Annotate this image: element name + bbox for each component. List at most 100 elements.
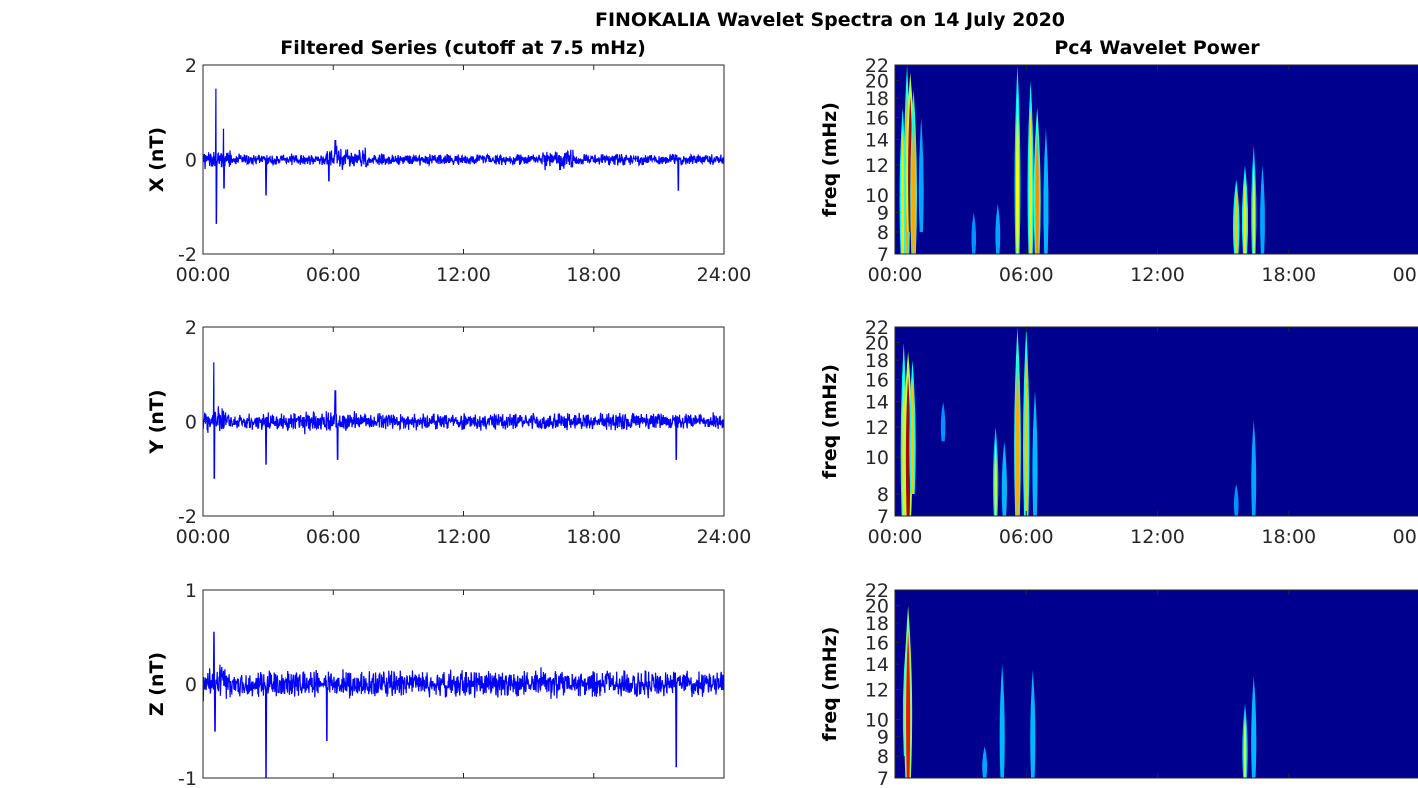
y-tick-label: 10 xyxy=(865,185,889,207)
y-tick-label: 9 xyxy=(877,203,889,225)
x-tick-label: 12:00 xyxy=(436,264,491,286)
y-tick-label: 20 xyxy=(865,71,889,93)
y-tick-label: 20 xyxy=(865,596,889,618)
x-tick-label: 00:00 xyxy=(1393,264,1418,286)
wavelet-burst-core xyxy=(905,375,911,516)
wavelet-burst xyxy=(971,212,977,254)
x-tick-label: 18:00 xyxy=(566,264,621,286)
x-tick-label: 18:00 xyxy=(1261,264,1316,286)
wavelet-burst xyxy=(1233,483,1239,516)
y-tick-label: -2 xyxy=(178,506,197,528)
y-axis-label: X (nT) xyxy=(146,127,168,192)
y-axis-label: freq (mHz) xyxy=(819,364,841,479)
x-tick-label: 00:00 xyxy=(868,264,923,286)
wavelet-burst-core xyxy=(1243,178,1247,254)
wavelet-burst-core xyxy=(1234,190,1238,254)
y-tick-label: 10 xyxy=(865,447,889,469)
y-axis-label: freq (mHz) xyxy=(819,627,841,742)
wavelet-burst xyxy=(918,117,924,232)
y-tick-label: 18 xyxy=(865,350,889,372)
y-tick-label: 8 xyxy=(877,484,889,506)
wavelet-burst-core xyxy=(994,440,997,516)
x-tick-label: 24:00 xyxy=(697,264,752,286)
y-tick-label: 2 xyxy=(185,55,197,77)
x-tick-label: 12:00 xyxy=(436,526,491,548)
y-tick-label: -2 xyxy=(178,244,197,266)
wavelet-burst xyxy=(1251,676,1257,778)
x-tick-label: 12:00 xyxy=(1130,264,1185,286)
y-tick-label: 1 xyxy=(185,580,197,602)
y-tick-label: 7 xyxy=(877,506,889,528)
heatmap-background xyxy=(895,590,1418,778)
wavelet-burst xyxy=(1260,165,1265,254)
y-tick-label: 12 xyxy=(865,680,889,702)
series-panel-2: -2 0 2 00:00 06:00 12:00 18:00 24:00 Y (nT) xyxy=(146,317,751,548)
heatmap-background xyxy=(895,65,1418,254)
wavelet-burst-core xyxy=(1015,355,1020,516)
y-tick-label: 9 xyxy=(877,727,889,749)
series-panel-1: -2 0 2 00:00 06:00 12:00 18:00 24:00 X (nT) xyxy=(146,55,751,286)
series-line xyxy=(203,88,724,224)
x-tick-label: 00:00 xyxy=(1393,526,1418,548)
x-tick-label: 06:00 xyxy=(999,264,1054,286)
y-tick-label: 20 xyxy=(865,333,889,355)
y-tick-label: 0 xyxy=(185,150,197,172)
wavelet-burst xyxy=(1001,441,1007,516)
y-tick-label: 16 xyxy=(865,370,889,392)
x-tick-label: 00:00 xyxy=(868,526,923,548)
x-tick-label: 18:00 xyxy=(566,526,621,548)
wavelet-burst xyxy=(940,401,946,442)
series-line xyxy=(203,631,724,778)
wavelet-burst-core xyxy=(1243,714,1247,778)
wavelet-burst-core xyxy=(906,631,911,778)
x-tick-label: 00:00 xyxy=(176,526,231,548)
y-tick-label: 14 xyxy=(865,654,889,676)
wavelet-burst xyxy=(999,664,1005,778)
wavelet-burst-core xyxy=(901,129,905,254)
y-tick-label: 22 xyxy=(865,317,889,339)
y-tick-label: 22 xyxy=(865,580,889,602)
wavelet-burst-core xyxy=(1029,106,1033,255)
right-column-title: Pc4 Wavelet Power xyxy=(1054,37,1260,59)
wavelet-burst-core xyxy=(1024,355,1028,516)
y-tick-label: 14 xyxy=(865,392,889,414)
y-tick-label: 0 xyxy=(185,674,197,696)
y-tick-label: 8 xyxy=(877,222,889,244)
wavelet-burst-core xyxy=(1016,93,1019,254)
y-tick-label: 22 xyxy=(865,55,889,77)
wavelet-burst-core xyxy=(910,380,915,494)
wavelet-burst xyxy=(1030,670,1036,778)
x-tick-label: 00:00 xyxy=(176,264,231,286)
wavelet-burst xyxy=(1032,390,1038,516)
y-tick-label: 18 xyxy=(865,88,889,110)
y-tick-label: 8 xyxy=(877,746,889,768)
series-line xyxy=(203,362,724,479)
y-axis-label: Z (nT) xyxy=(146,652,168,716)
y-axis-label: freq (mHz) xyxy=(819,102,841,217)
wavelet-burst-core xyxy=(911,113,916,254)
y-tick-label: -1 xyxy=(178,768,197,788)
x-tick-label: 06:00 xyxy=(999,526,1054,548)
y-tick-label: 7 xyxy=(877,244,889,266)
y-tick-label: 12 xyxy=(865,417,889,439)
x-tick-label: 06:00 xyxy=(306,526,361,548)
figure-title: FINOKALIA Wavelet Spectra on 14 July 202… xyxy=(595,9,1065,31)
wavelet-burst xyxy=(1251,420,1257,516)
wavelet-burst xyxy=(995,203,1001,254)
y-tick-label: 14 xyxy=(865,130,889,152)
y-tick-label: 0 xyxy=(185,412,197,434)
y-axis-label: Y (nT) xyxy=(146,389,168,454)
wavelet-burst xyxy=(982,746,988,778)
y-tick-label: 18 xyxy=(865,613,889,635)
y-tick-label: 10 xyxy=(865,709,889,731)
series-panel-3: -1 0 1 Z (nT) xyxy=(146,580,725,788)
x-tick-label: 24:00 xyxy=(697,526,752,548)
y-tick-label: 16 xyxy=(865,632,889,654)
wavelet-burst-core xyxy=(1035,129,1039,254)
left-column-title: Filtered Series (cutoff at 7.5 mHz) xyxy=(280,37,646,59)
y-tick-label: 7 xyxy=(877,768,889,788)
